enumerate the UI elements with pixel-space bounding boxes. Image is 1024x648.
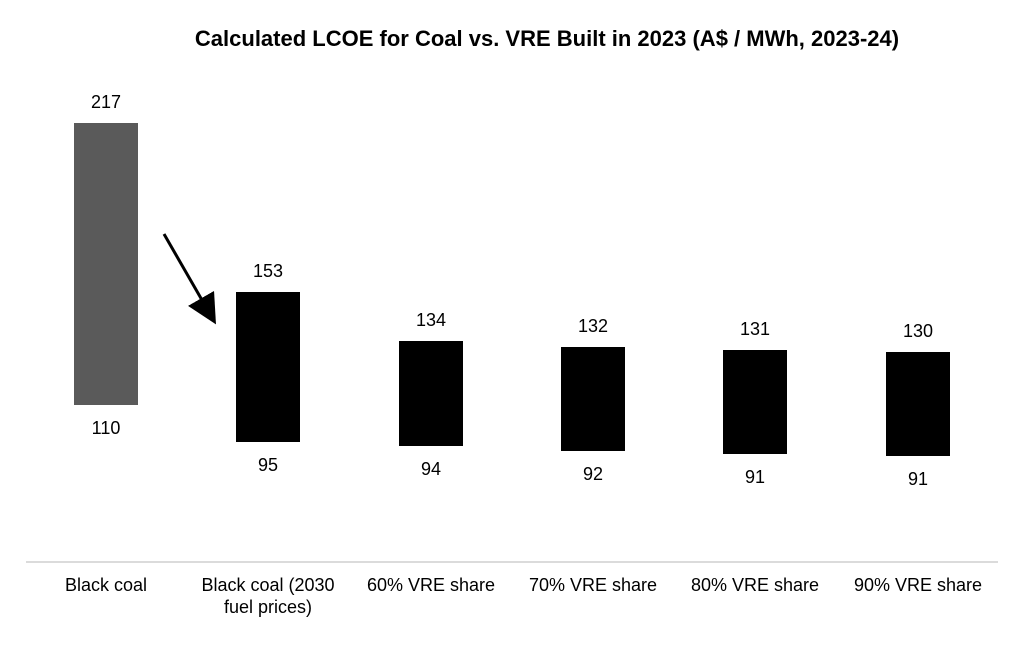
bars-layer xyxy=(74,123,950,456)
chart-title: Calculated LCOE for Coal vs. VRE Built i… xyxy=(194,26,900,51)
data-label-low: 95 xyxy=(258,455,278,475)
category-label: Black coal xyxy=(65,575,147,595)
annotation-layer xyxy=(162,233,216,325)
category-label: 90% VRE share xyxy=(854,575,982,595)
bar xyxy=(886,352,950,456)
arrow-annotation xyxy=(162,233,216,325)
data-label-low: 91 xyxy=(908,469,928,489)
data-label-low: 92 xyxy=(583,464,603,484)
data-label-high: 130 xyxy=(903,321,933,341)
category-label: fuel prices) xyxy=(224,597,312,617)
data-label-high: 134 xyxy=(416,310,446,330)
data-label-low: 94 xyxy=(421,459,441,479)
data-label-high: 131 xyxy=(740,319,770,339)
category-label: 70% VRE share xyxy=(529,575,657,595)
data-label-low: 110 xyxy=(92,418,121,438)
data-label-low: 91 xyxy=(745,467,765,487)
category-label: 80% VRE share xyxy=(691,575,819,595)
bar xyxy=(723,350,787,454)
data-label-high: 217 xyxy=(91,92,121,112)
data-label-high: 153 xyxy=(253,261,283,281)
bar xyxy=(561,347,625,451)
bar xyxy=(74,123,138,405)
bar xyxy=(399,341,463,446)
bar xyxy=(236,292,300,442)
data-label-high: 132 xyxy=(578,316,608,336)
category-label: Black coal (2030 xyxy=(201,575,334,595)
category-label: 60% VRE share xyxy=(367,575,495,595)
labels-layer: 217 110 Black coal 153 95 Black coal (2030fue… xyxy=(65,92,982,617)
